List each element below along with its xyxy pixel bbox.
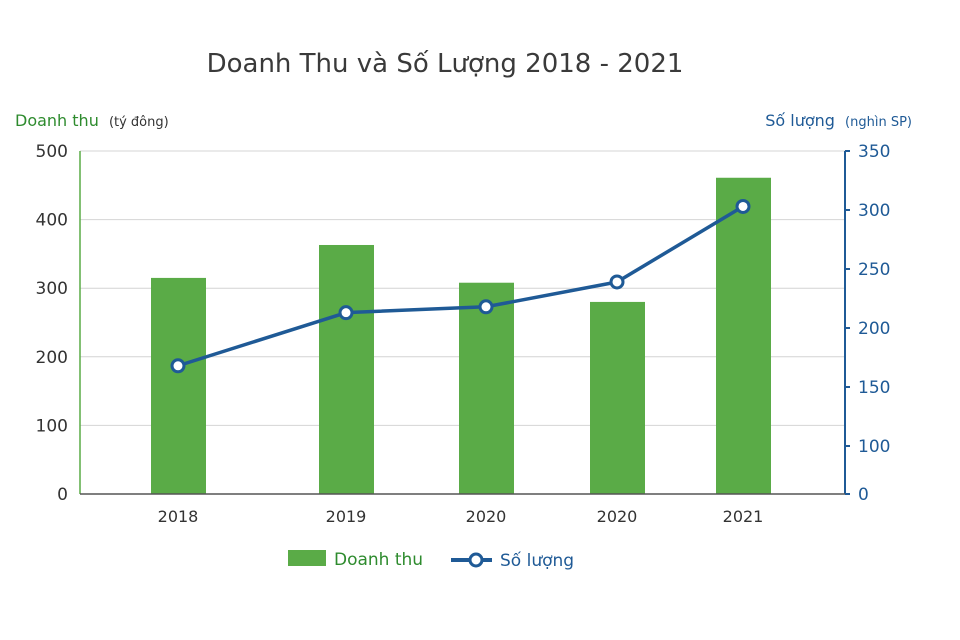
x-tick-label: 2019 xyxy=(326,507,367,526)
x-tick-label: 2021 xyxy=(723,507,764,526)
bar-2021 xyxy=(716,177,771,494)
left-tick-label: 0 xyxy=(57,485,68,505)
point-2020 xyxy=(609,274,625,290)
left-tick-label: 200 xyxy=(36,348,68,368)
bar-2019 xyxy=(319,244,374,494)
legend-label-so-luong: Số lượng xyxy=(500,550,574,571)
left-tick-label: 300 xyxy=(36,279,68,299)
bar-2020 xyxy=(459,282,514,494)
legend-swatch-doanh-thu xyxy=(288,550,326,566)
right-axis-unit: (nghìn SP) xyxy=(845,115,912,130)
right-axis-label: Số lượng xyxy=(765,111,835,130)
right-tick-label: 0 xyxy=(858,485,869,505)
x-tick-label: 2020 xyxy=(466,507,507,526)
point-2018 xyxy=(170,358,186,374)
chart-title: Doanh Thu và Số Lượng 2018 - 2021 xyxy=(207,49,684,79)
right-tick-label: 100 xyxy=(858,437,890,457)
left-tick-label: 100 xyxy=(36,416,68,436)
bar-2020 xyxy=(590,301,645,494)
left-axis-title: Doanh thu (tý đông) xyxy=(15,111,169,130)
right-tick-label: 350 xyxy=(858,142,890,162)
point-2019 xyxy=(338,305,354,321)
point-2020 xyxy=(478,299,494,315)
left-axis-unit: (tý đông) xyxy=(109,115,169,130)
x-tick-label: 2020 xyxy=(597,507,638,526)
right-tick-label: 200 xyxy=(858,319,890,339)
legend: Doanh thu Số lượng xyxy=(288,550,574,571)
right-tick-label: 150 xyxy=(858,378,890,398)
legend-label-doanh-thu: Doanh thu xyxy=(334,550,423,570)
left-tick-label: 500 xyxy=(36,142,68,162)
right-tick-label: 250 xyxy=(858,260,890,280)
point-2021 xyxy=(735,198,751,214)
legend-marker-so-luong xyxy=(468,552,484,568)
x-tick-label: 2018 xyxy=(158,507,199,526)
left-axis-label: Doanh thu xyxy=(15,111,99,130)
right-tick-label: 300 xyxy=(858,201,890,221)
right-axis-title: Số lượng (nghìn SP) xyxy=(765,111,912,130)
bar-2018 xyxy=(151,277,206,494)
left-tick-label: 400 xyxy=(36,211,68,231)
